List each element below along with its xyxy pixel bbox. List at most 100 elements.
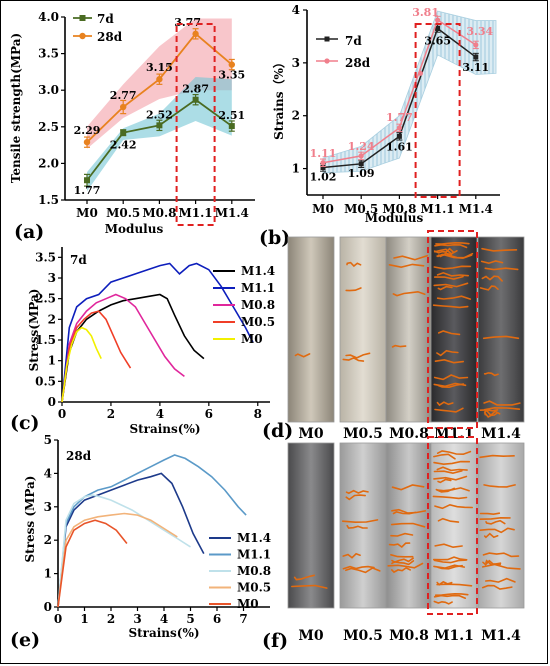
y-tick-label-c: 2.5 xyxy=(35,292,56,306)
specimen-f-M0.5 xyxy=(339,442,387,609)
crack-line xyxy=(479,285,499,291)
crack-line xyxy=(433,247,455,254)
data-label-b-7d: 3.11 xyxy=(462,61,489,74)
x-tick-label-b: M1.1 xyxy=(421,202,455,216)
y-tick-label-c: 3 xyxy=(48,271,56,285)
point-b-7d xyxy=(358,161,364,167)
curve-c-M1.1 xyxy=(61,262,254,403)
crack-line xyxy=(435,241,470,245)
crack-line xyxy=(433,559,467,564)
crack-line xyxy=(432,304,469,309)
crack-line xyxy=(434,248,458,255)
legend-label-e-M0: M0 xyxy=(237,597,259,611)
x-tick-label-e: 2 xyxy=(107,612,115,626)
curve-e-M1.4 xyxy=(57,472,205,608)
legend-label-e-M0.5: M0.5 xyxy=(237,581,271,595)
y-axis-label-b: Strains（%） xyxy=(271,56,286,140)
y-axis-label-a: Tensile strength(MPa) xyxy=(9,33,23,183)
x-tick-label-e: 7 xyxy=(239,612,247,626)
x-tick-label-a: M0.8 xyxy=(142,206,176,220)
data-label-7d: 1.77 xyxy=(74,184,101,197)
crack-line xyxy=(345,287,362,292)
crack-line xyxy=(433,265,472,270)
x-tick-label-c: 0 xyxy=(58,407,66,421)
crack-line xyxy=(484,410,499,419)
crack-line xyxy=(436,401,454,407)
x-axis-label-c: Strains(%) xyxy=(129,422,200,436)
specimen-f-M0 xyxy=(287,442,335,609)
crack-line xyxy=(432,495,468,500)
band-7d xyxy=(87,77,232,192)
point-b-28d xyxy=(473,42,479,48)
legend-label-c-M0.5: M0.5 xyxy=(241,315,275,329)
y-tick-label-a: 4.0 xyxy=(38,10,59,24)
legend-label-c-M1.1: M1.1 xyxy=(241,281,275,295)
crack-line xyxy=(291,584,328,589)
crack-line xyxy=(483,400,521,406)
chart-title-c: 7d xyxy=(70,253,87,267)
x-tick-label-c: 4 xyxy=(156,407,164,421)
highlight-box-d xyxy=(427,230,478,429)
y-tick-label-c: 1.5 xyxy=(35,333,56,347)
data-label-28d: 3.35 xyxy=(218,69,245,82)
crack-line xyxy=(437,478,452,484)
y-tick-label-b: 4 xyxy=(292,3,300,17)
specimen-d-M1.1 xyxy=(430,236,478,423)
panel-label-b: (b) xyxy=(259,227,290,249)
x-tick-label-a: M0 xyxy=(76,206,98,220)
crack-line xyxy=(393,254,428,261)
specimen-f-M1.4 xyxy=(477,442,525,609)
data-label-28d: 3.77 xyxy=(174,16,201,29)
x-tick-label-e: 1 xyxy=(80,612,88,626)
crack-line xyxy=(390,554,414,558)
crack-line xyxy=(484,267,519,271)
crack-line xyxy=(341,519,379,524)
crack-line xyxy=(433,282,469,288)
crack-line xyxy=(433,460,471,466)
point-7d xyxy=(228,123,235,130)
point-b-28d xyxy=(435,17,441,23)
specimen-d-M1.4 xyxy=(477,236,525,423)
legend-marker-b-7d xyxy=(324,36,330,42)
specimen-label-f: M1.1 xyxy=(434,628,474,644)
legend-label-e-M1.4: M1.4 xyxy=(237,531,271,545)
panel-label-a: (a) xyxy=(14,221,44,243)
specimen-label-f: M1.4 xyxy=(481,628,521,644)
crack-line xyxy=(479,512,501,516)
data-label-7d: 2.51 xyxy=(218,109,245,122)
crack-line xyxy=(434,243,468,249)
y-tick-label-e: 3 xyxy=(44,500,52,514)
y-tick-label-e: 0 xyxy=(44,600,52,614)
crack-line xyxy=(484,577,516,583)
crack-line xyxy=(346,261,362,268)
x-tick-label-a: M0.5 xyxy=(106,206,140,220)
data-label-28d: 3.15 xyxy=(146,61,173,74)
crack-line xyxy=(434,543,463,549)
crack-line xyxy=(390,522,426,528)
crack-line xyxy=(479,409,499,412)
crack-line xyxy=(391,344,407,348)
crack-line xyxy=(481,275,503,282)
specimen-surface xyxy=(287,442,335,609)
crack-line xyxy=(434,358,464,364)
crack-line xyxy=(483,406,521,411)
panel-label-f: (f) xyxy=(262,630,288,652)
data-label-b-28d: 1.11 xyxy=(310,147,337,160)
point-b-7d xyxy=(396,133,402,139)
crack-line xyxy=(344,567,381,574)
data-label-b-28d: 1.24 xyxy=(348,140,375,153)
data-label-28d: 2.29 xyxy=(74,124,101,137)
crack-line xyxy=(436,295,472,300)
crack-line xyxy=(433,470,463,475)
x-tick-label-a: M1.4 xyxy=(215,206,249,220)
y-tick-label-e: 5 xyxy=(44,433,52,447)
crack-line xyxy=(437,517,460,523)
highlight-box-b xyxy=(414,23,461,198)
crack-line xyxy=(479,516,511,520)
x-tick-label-b: M0.5 xyxy=(344,202,378,216)
specimen-label-f: M0 xyxy=(298,628,323,644)
crack-line xyxy=(391,566,411,574)
point-b-28d xyxy=(320,160,326,166)
crack-line xyxy=(433,600,453,605)
